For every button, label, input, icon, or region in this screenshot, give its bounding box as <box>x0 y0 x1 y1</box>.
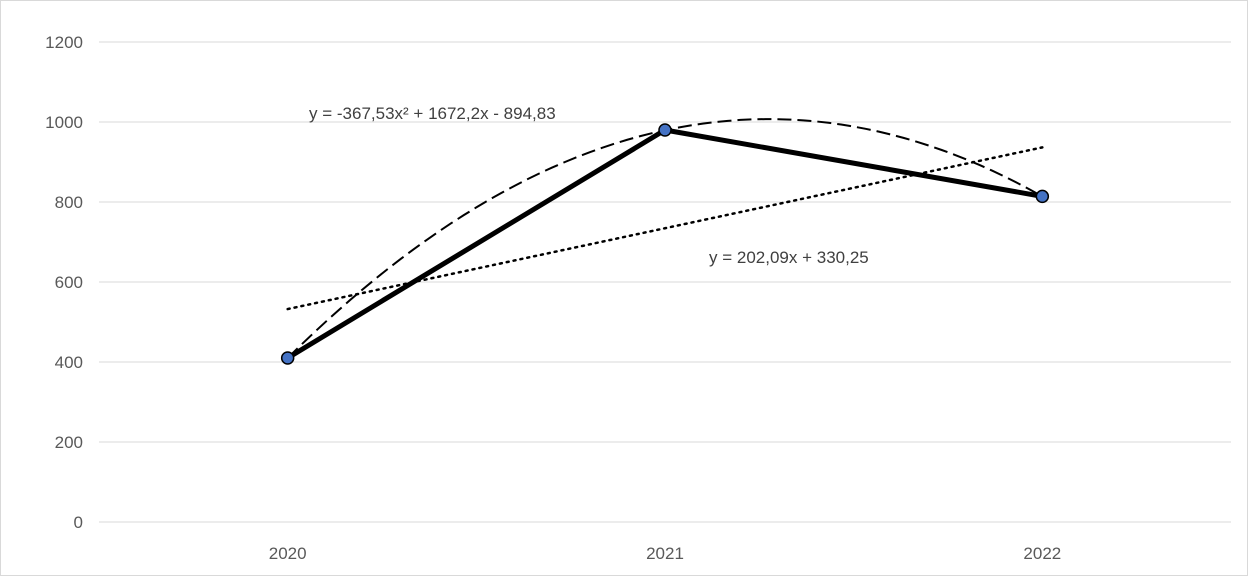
data-point-marker <box>658 123 672 137</box>
linear-trendline <box>286 146 1044 311</box>
y-tick-label: 1000 <box>45 113 83 132</box>
trendlines <box>286 118 1044 359</box>
linear-trendline-label: y = 202,09x + 330,25 <box>709 248 869 267</box>
y-tick-label: 400 <box>55 353 83 372</box>
y-tick-label: 600 <box>55 273 83 292</box>
series <box>280 123 1050 365</box>
x-tick-label: 2022 <box>1023 544 1061 563</box>
data-point-marker <box>1035 189 1050 204</box>
poly-trendline-label: y = -367,53x² + 1672,2x - 894,83 <box>309 104 556 123</box>
y-axis-ticks: 0 200 400 600 800 1000 1200 <box>45 33 83 532</box>
x-tick-label: 2020 <box>269 544 307 563</box>
y-tick-label: 800 <box>55 193 83 212</box>
y-tick-label: 200 <box>55 433 83 452</box>
trendline-labels: y = -367,53x² + 1672,2x - 894,83 y = 202… <box>309 104 869 267</box>
x-axis-ticks: 2020 2021 2022 <box>269 544 1061 563</box>
series-line <box>286 127 1043 361</box>
polynomial-trendline <box>286 118 1043 359</box>
data-point-marker <box>280 351 295 365</box>
y-tick-label: 0 <box>74 513 83 532</box>
x-tick-label: 2021 <box>646 544 684 563</box>
gridlines <box>99 41 1231 523</box>
y-tick-label: 1200 <box>45 33 83 52</box>
